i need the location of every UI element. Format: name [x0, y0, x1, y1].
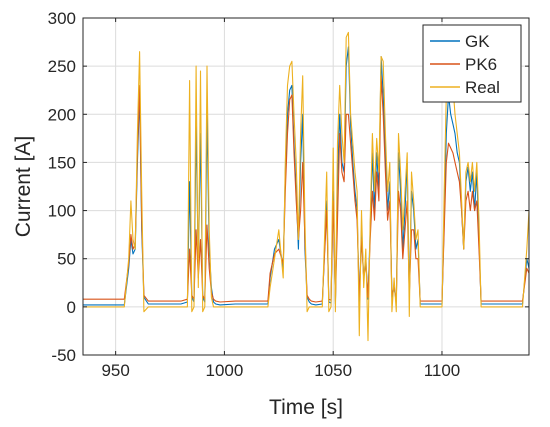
y-tick-label: 300 [48, 9, 76, 28]
y-tick-label: 0 [67, 298, 76, 317]
x-tick-label: 1050 [314, 361, 352, 380]
x-tick-label: 950 [101, 361, 129, 380]
y-tick-label: 250 [48, 57, 76, 76]
y-tick-label: 200 [48, 105, 76, 124]
y-tick-label: 150 [48, 153, 76, 172]
legend-label-gk: GK [465, 32, 490, 51]
y-tick-label: 50 [57, 250, 76, 269]
legend: GK PK6 Real [422, 24, 522, 103]
x-tick-label: 1000 [206, 361, 244, 380]
legend-label-real: Real [465, 78, 500, 97]
x-axis-title: Time [s] [269, 396, 343, 419]
legend-label-pk6: PK6 [465, 55, 497, 74]
y-tick-label: -50 [51, 346, 76, 365]
y-axis-title: Current [A] [12, 136, 35, 238]
x-tick-label: 1100 [424, 361, 461, 380]
axis-ticks: 950 1000 1050 1100 -50 0 50 100 150 200 250 300 [48, 9, 529, 380]
plot-frame [82, 17, 530, 356]
y-tick-label: 100 [48, 202, 76, 221]
